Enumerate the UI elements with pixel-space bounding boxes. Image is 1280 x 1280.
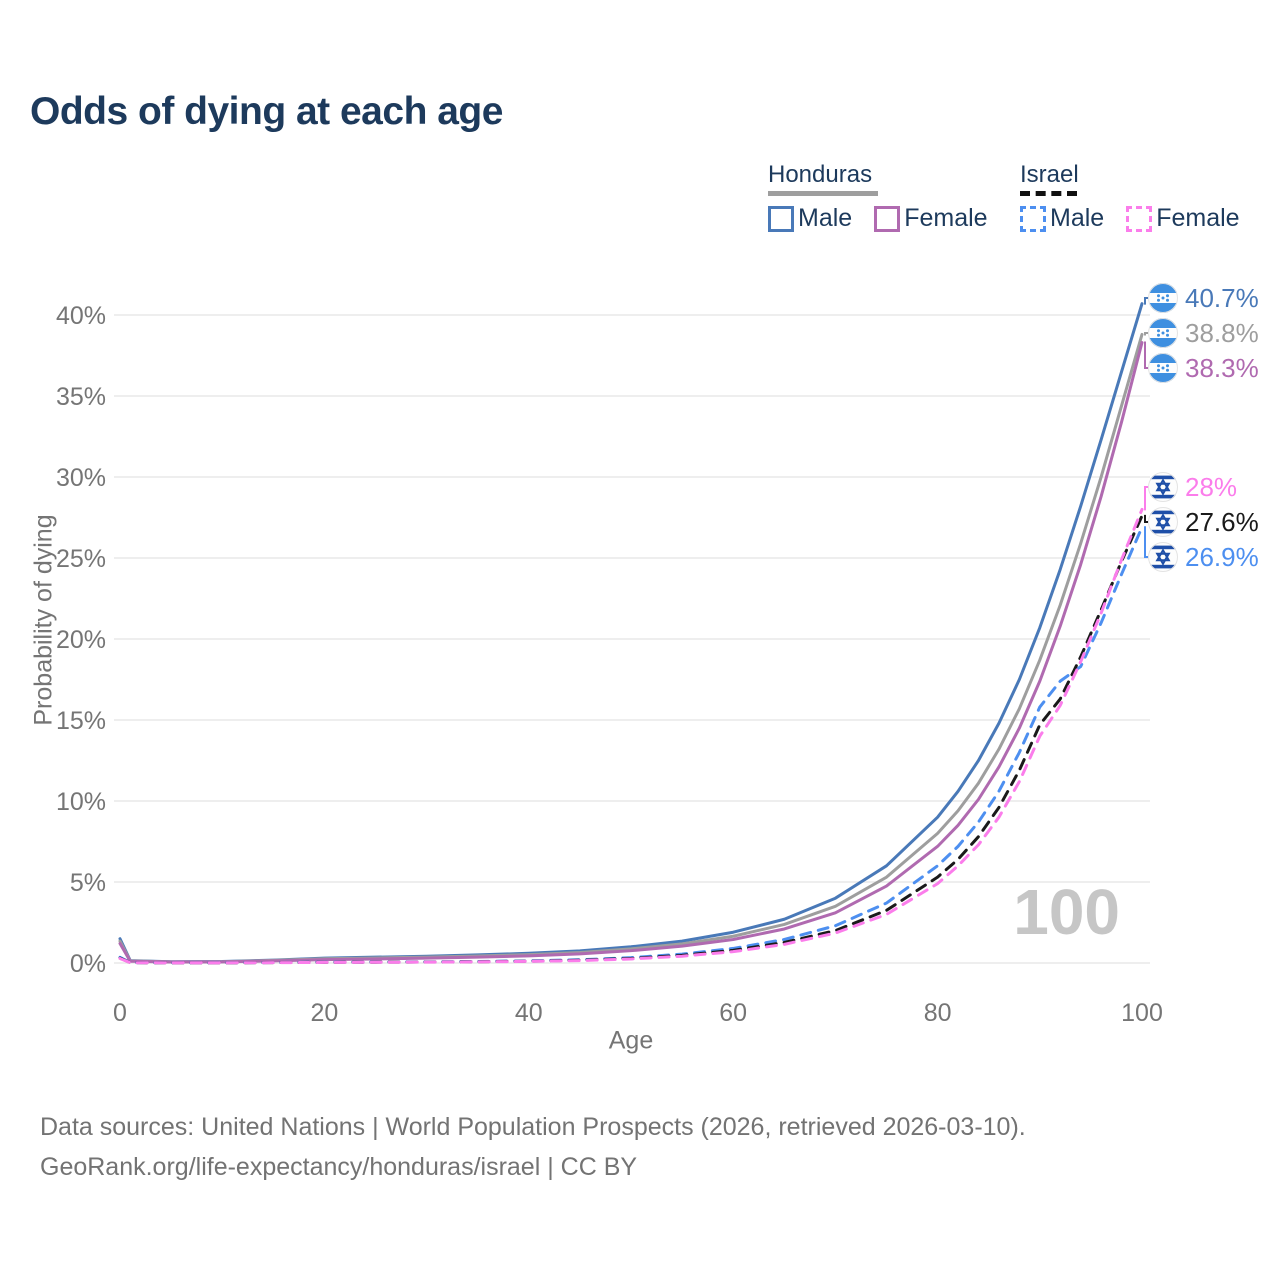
israel-flag-icon: [1148, 472, 1178, 502]
legend-item-israel-female[interactable]: Female: [1126, 204, 1240, 233]
svg-text:40: 40: [515, 999, 543, 1027]
y-axis-title: Probability of dying: [29, 514, 58, 726]
end-value: 27.6%: [1185, 506, 1259, 537]
gridlines: [114, 314, 1150, 964]
svg-text:20%: 20%: [56, 626, 106, 654]
legend-group-israel: Israel Male Female: [1020, 162, 1240, 233]
svg-text:5%: 5%: [70, 869, 106, 897]
end-label-israel-female: 28%: [1148, 472, 1237, 502]
svg-text:10%: 10%: [56, 788, 106, 816]
legend-country-honduras: Honduras: [768, 161, 873, 188]
legend-group-honduras: Honduras Male Female: [768, 162, 988, 233]
svg-text:80: 80: [924, 999, 952, 1027]
svg-text:40%: 40%: [56, 302, 106, 330]
data-series-lines: [118, 302, 1144, 965]
israel-male-swatch-icon: [1020, 205, 1046, 232]
legend-item-israel-male[interactable]: Male: [1020, 204, 1104, 233]
legend-item-label: Female: [1156, 204, 1240, 232]
svg-text:0%: 0%: [70, 950, 106, 978]
end-label-honduras-both: 38.8%: [1148, 318, 1259, 348]
chart-title: Odds of dying at each age: [30, 90, 503, 133]
end-value: 26.9%: [1185, 541, 1259, 572]
x-axis-tick-labels: 0 20 40 60 80 100: [113, 999, 1163, 1027]
svg-text:15%: 15%: [56, 707, 106, 735]
israel-flag-icon: [1148, 507, 1178, 537]
end-label-honduras-male: 40.7%: [1148, 283, 1259, 313]
honduras-line-style-sample: [768, 191, 878, 196]
legend-item-honduras-male[interactable]: Male: [768, 204, 852, 233]
israel-line-style-sample: [1020, 191, 1077, 196]
legend-item-label: Female: [904, 204, 988, 232]
end-label-connectors: [1144, 297, 1150, 558]
y-axis-tick-labels: 0% 5% 10% 15% 20% 25% 30% 35% 40%: [56, 302, 106, 978]
end-value: 40.7%: [1185, 282, 1259, 313]
data-source-footer: Data sources: United Nations | World Pop…: [40, 1107, 1026, 1187]
legend-item-honduras-female[interactable]: Female: [874, 204, 988, 233]
age-counter-watermark: 100: [1013, 876, 1120, 948]
legend-item-label: Male: [798, 204, 853, 232]
end-label-israel-male: 26.9%: [1148, 542, 1259, 572]
svg-text:60: 60: [719, 999, 747, 1027]
honduras-male-swatch-icon: [768, 205, 794, 232]
honduras-flag-icon: [1148, 318, 1178, 348]
x-axis-title: Age: [608, 1026, 654, 1055]
honduras-flag-icon: [1148, 353, 1178, 383]
end-value: 38.8%: [1185, 317, 1259, 348]
israel-flag-icon: [1148, 542, 1178, 572]
legend-item-label: Male: [1050, 204, 1105, 232]
honduras-female-swatch-icon: [874, 205, 901, 232]
svg-text:35%: 35%: [56, 383, 106, 411]
legend-country-israel: Israel: [1020, 161, 1079, 188]
israel-female-swatch-icon: [1126, 205, 1153, 232]
svg-text:0: 0: [113, 999, 127, 1027]
svg-text:30%: 30%: [56, 464, 106, 492]
end-value: 38.3%: [1185, 352, 1259, 383]
svg-text:100: 100: [1121, 999, 1163, 1027]
end-label-honduras-female: 38.3%: [1148, 353, 1259, 383]
svg-text:20: 20: [310, 999, 338, 1027]
footer-line-2: GeoRank.org/life-expectancy/honduras/isr…: [40, 1153, 638, 1181]
end-label-israel-both: 27.6%: [1148, 507, 1259, 537]
end-value: 28%: [1185, 471, 1238, 502]
footer-line-1: Data sources: United Nations | World Pop…: [40, 1113, 1026, 1141]
svg-text:25%: 25%: [56, 545, 106, 573]
honduras-flag-icon: [1148, 283, 1178, 313]
